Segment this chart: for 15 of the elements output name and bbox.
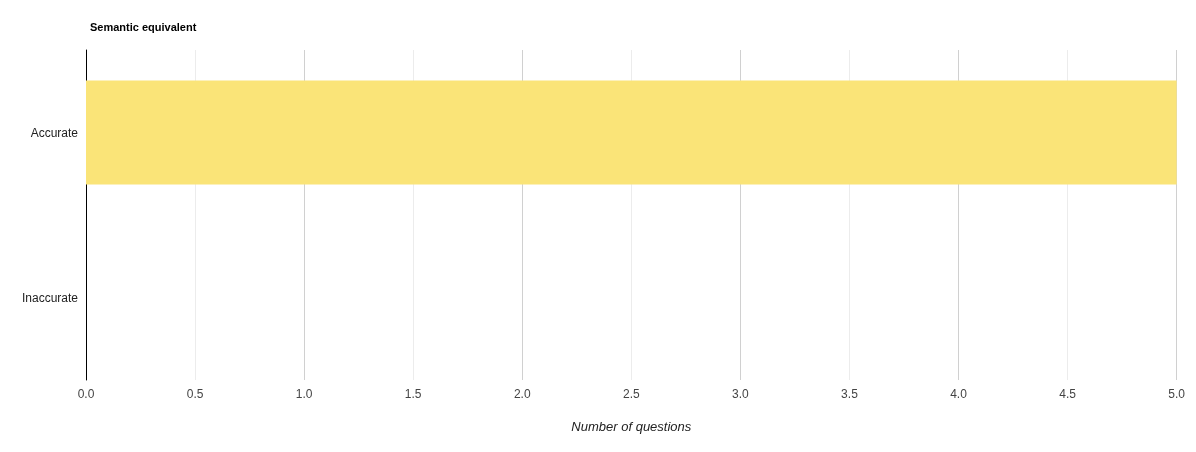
x-tick-label: 0.0: [77, 387, 95, 401]
x-tick-label: 3.0: [732, 387, 750, 401]
x-tick-label: 2.5: [622, 387, 640, 401]
x-tick-label: 0.5: [186, 387, 204, 401]
x-tick-label: 2.0: [513, 387, 531, 401]
x-tick-label: 4.0: [950, 387, 968, 401]
x-tick-label: 4.5: [1059, 387, 1077, 401]
chart-title: Semantic equivalent: [90, 20, 197, 33]
x-tick-label: 5.0: [1168, 387, 1186, 401]
x-tick-label: 1.5: [404, 387, 422, 401]
x-tick-label: 3.5: [841, 387, 859, 401]
x-axis-title: Number of questions: [571, 419, 692, 434]
y-tick-label: Inaccurate: [21, 290, 79, 305]
y-tick-label: Accurate: [30, 125, 79, 140]
x-tick-label: 1.0: [295, 387, 313, 401]
